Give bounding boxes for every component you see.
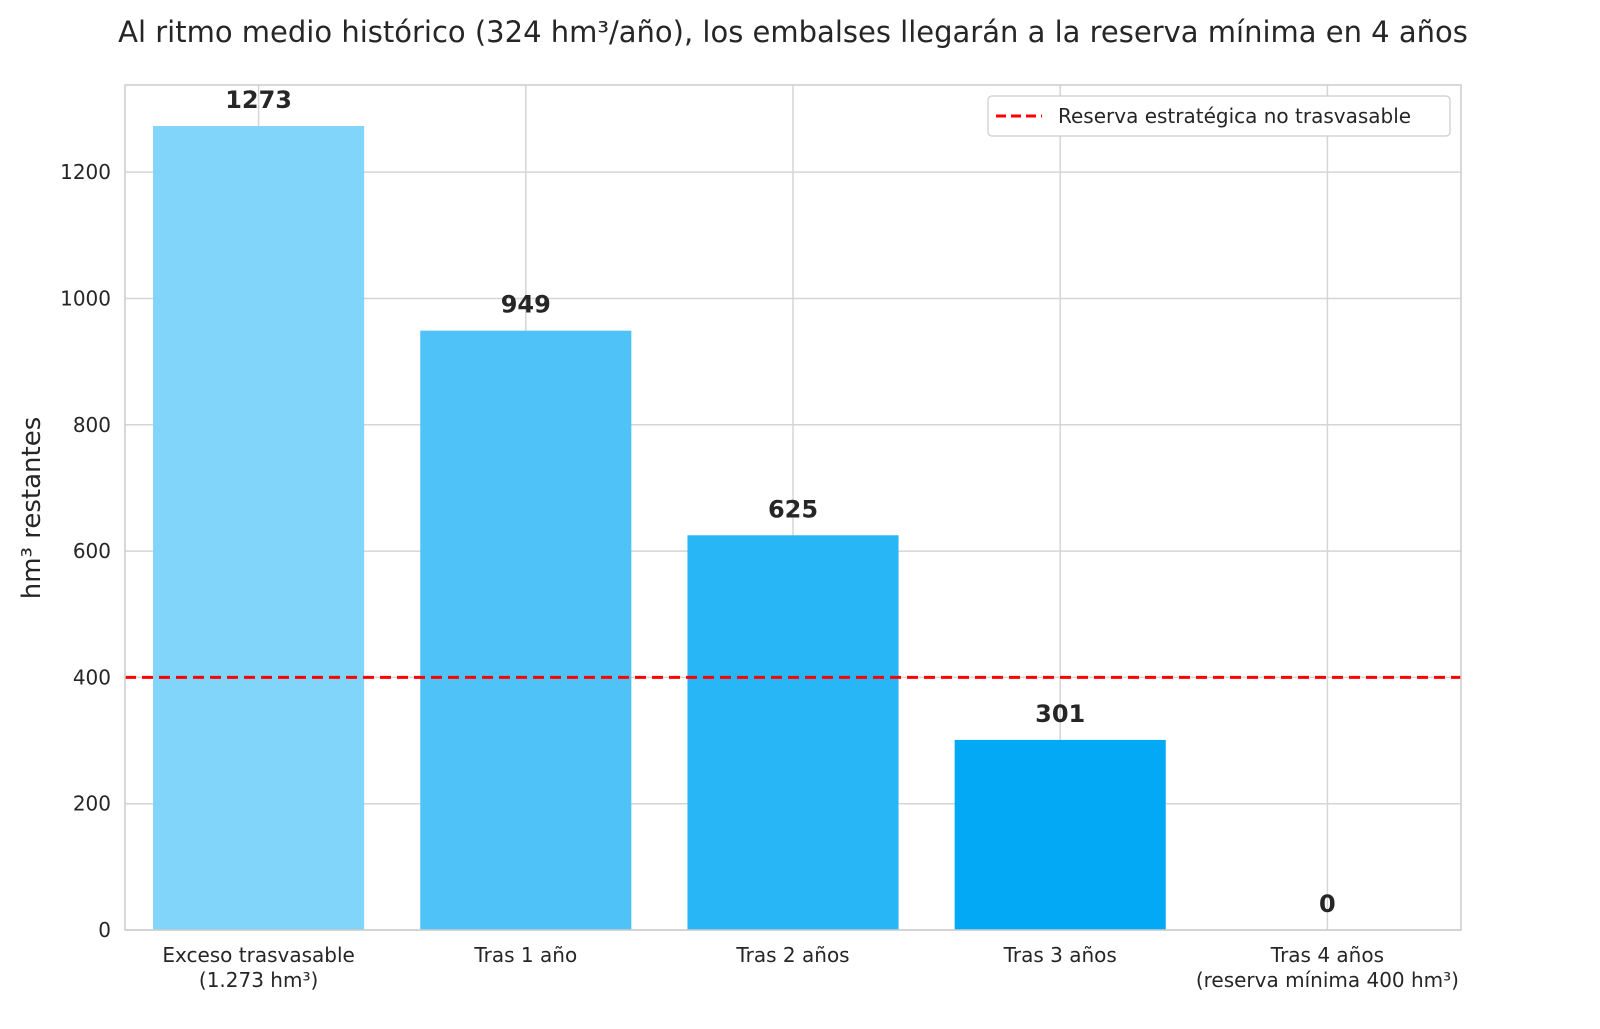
y-tick-label: 1200 [60, 160, 111, 184]
x-tick-label: (1.273 hm³) [199, 968, 318, 992]
y-tick-label: 0 [98, 918, 111, 942]
bars [153, 126, 1166, 931]
bar [153, 126, 365, 931]
y-tick-label: 600 [73, 539, 111, 563]
plot-frame [124, 84, 1462, 931]
legend-label: Reserva estratégica no trasvasable [1058, 104, 1411, 128]
data-label: 0 [1319, 890, 1336, 918]
y-tick-label: 1000 [60, 286, 111, 310]
x-tick-label: Tras 1 año [473, 943, 577, 967]
y-tick-label: 400 [73, 665, 111, 689]
bar [420, 330, 632, 930]
data-label: 301 [1035, 700, 1085, 728]
x-tick-label: Tras 4 años [1270, 943, 1384, 967]
y-ticks: 0 200 400 600 800 1000 1200 [60, 160, 111, 942]
data-label: 625 [768, 495, 818, 523]
legend: Reserva estratégica no trasvasable [987, 95, 1451, 137]
x-tick-label: (reserva mínima 400 hm³) [1196, 968, 1459, 992]
y-tick-label: 800 [73, 413, 111, 437]
x-tick-label: Tras 2 años [735, 943, 849, 967]
data-labels: 1273 949 625 301 0 [225, 86, 1336, 918]
y-axis-label: hm³ restantes [17, 417, 47, 600]
x-tick-label: Tras 3 años [1003, 943, 1117, 967]
y-tick-label: 200 [73, 792, 111, 816]
x-ticks: Exceso trasvasable(1.273 hm³) Tras 1 año T… [162, 943, 1459, 992]
bar [687, 535, 899, 930]
chart-title: Al ritmo medio histórico (324 hm³/año), … [118, 15, 1468, 49]
data-label: 1273 [225, 86, 292, 114]
x-tick-label: Exceso trasvasable [162, 943, 355, 967]
bar [954, 739, 1166, 930]
data-label: 949 [501, 291, 551, 319]
